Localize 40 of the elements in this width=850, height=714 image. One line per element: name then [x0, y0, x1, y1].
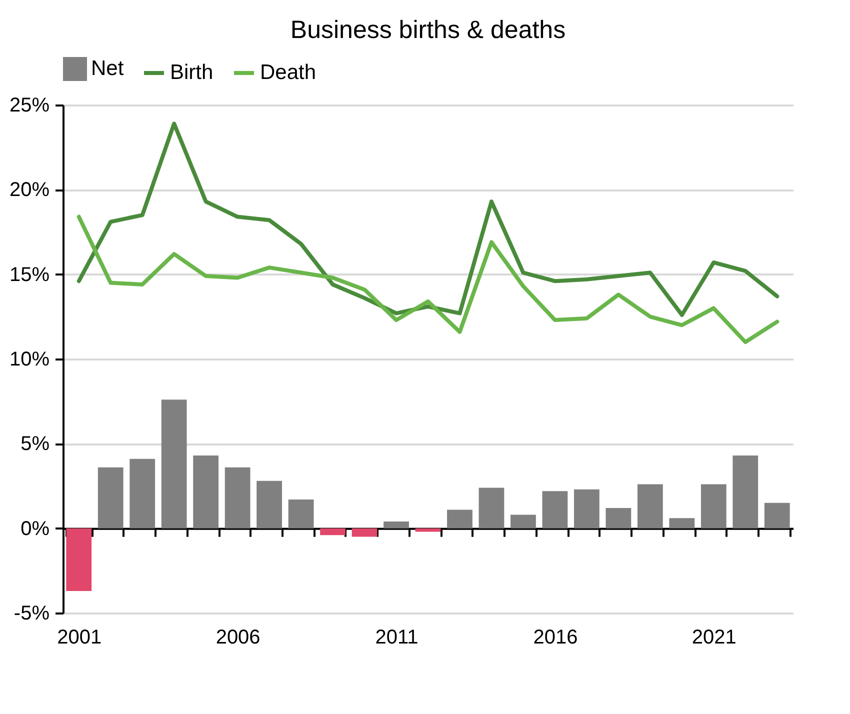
bar	[98, 467, 124, 528]
legend-label: Net	[91, 57, 124, 80]
bar	[161, 400, 187, 528]
bar	[130, 458, 156, 528]
bar	[384, 522, 409, 528]
y-tick-label: 25%	[9, 94, 50, 116]
bar	[320, 528, 346, 536]
bar	[193, 456, 219, 528]
x-tick-label: 2021	[692, 626, 736, 648]
y-tick-label: 10%	[9, 348, 50, 370]
y-tick-label: -5%	[14, 602, 50, 624]
bar	[66, 528, 92, 591]
x-tick-label: 2016	[533, 626, 578, 648]
bar	[637, 484, 663, 528]
bar	[224, 467, 250, 528]
bar	[606, 508, 632, 528]
y-tick-label: 15%	[9, 264, 50, 286]
x-tick-label: 2001	[57, 626, 102, 648]
bar	[542, 491, 568, 528]
legend-label: Birth	[170, 61, 214, 84]
y-tick-label: 5%	[20, 433, 50, 456]
bar	[510, 514, 536, 528]
bar	[574, 489, 600, 528]
bar	[447, 510, 472, 528]
bar	[700, 484, 726, 528]
line-series	[76, 122, 780, 317]
bar	[764, 502, 790, 528]
bar	[256, 480, 282, 528]
x-tick-label: 2006	[216, 626, 260, 648]
legend-label: Death	[260, 61, 316, 84]
y-tick-label: 20%	[9, 179, 50, 202]
bar	[732, 456, 758, 528]
bar	[352, 528, 378, 537]
bar	[669, 518, 695, 528]
bar	[478, 488, 504, 528]
line-series	[76, 214, 780, 344]
bar	[288, 500, 314, 528]
x-tick-label: 2011	[375, 626, 418, 648]
y-tick-label: 0%	[20, 518, 50, 540]
chart-title: Business births & deaths	[290, 16, 566, 44]
